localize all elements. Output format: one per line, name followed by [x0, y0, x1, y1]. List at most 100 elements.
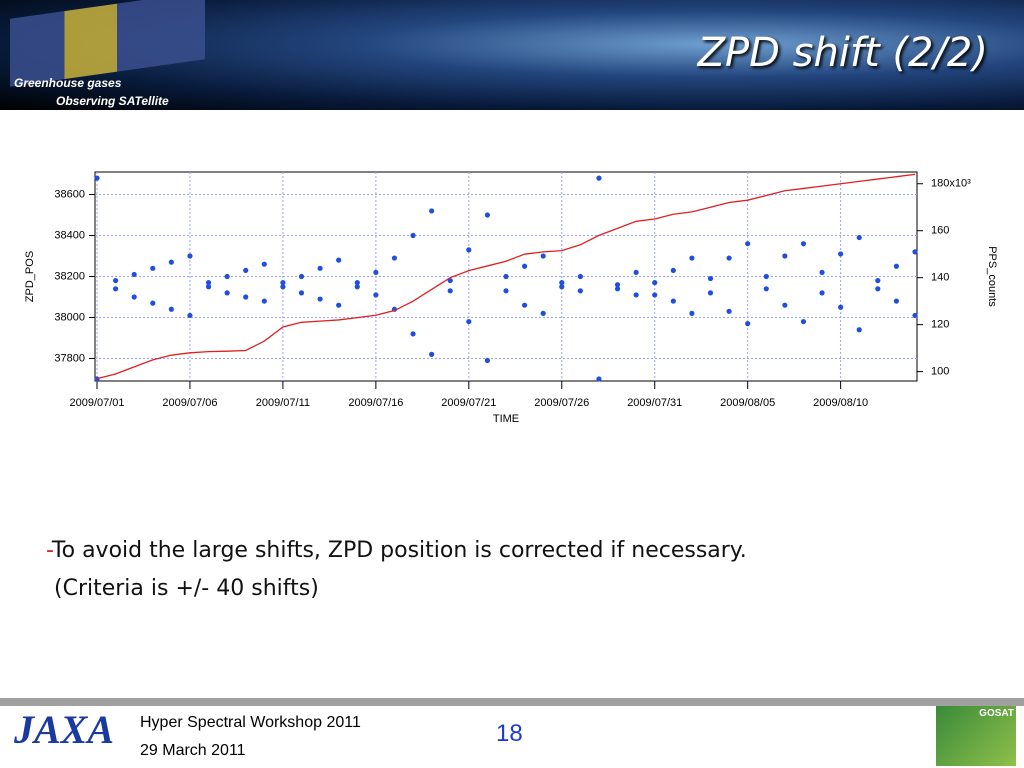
data-point [893, 298, 900, 304]
slide-title: ZPD shift (2/2) [697, 30, 988, 76]
data-point [503, 288, 509, 294]
data-point [540, 310, 546, 316]
text-line: (Criteria is +/- 40 shifts) [54, 576, 319, 601]
data-point [336, 302, 342, 308]
x-tick-label: 2009/07/06 [162, 397, 217, 409]
data-point [94, 376, 100, 382]
data-point [484, 357, 491, 364]
x-axis-label: TIME [493, 413, 519, 425]
data-point [521, 302, 528, 308]
data-point [856, 327, 862, 333]
data-point [354, 284, 360, 290]
bullet: - [46, 538, 52, 563]
data-point [261, 298, 267, 304]
y-axis-label: ZPD_POS [24, 251, 36, 302]
data-point [893, 263, 900, 269]
data-point [577, 288, 583, 294]
data-point [354, 280, 360, 286]
data-point [838, 251, 844, 257]
data-point [187, 312, 193, 319]
data-point [168, 259, 174, 265]
jaxa-logo: JAXA [14, 707, 115, 752]
data-point [298, 273, 305, 280]
data-point [131, 294, 137, 300]
data-point [317, 296, 323, 302]
footer-bar [0, 698, 1024, 706]
data-point [410, 331, 416, 337]
data-point [466, 318, 472, 325]
data-point [875, 286, 881, 292]
data-point [782, 302, 788, 308]
data-point [280, 284, 286, 290]
data-point [652, 292, 658, 298]
x-tick-label: 2009/07/16 [348, 397, 403, 409]
data-point [875, 277, 881, 284]
y2-tick-label: 100 [931, 366, 949, 378]
data-point [205, 280, 212, 286]
data-point [484, 212, 491, 218]
x-tick-label: 2009/08/10 [813, 397, 868, 409]
data-point [782, 253, 788, 259]
data-point [763, 273, 769, 280]
data-point [243, 294, 249, 300]
chart: 2009/07/01 2009/07/06 2009/07/11 2009/07/16… [24, 171, 998, 425]
data-point [224, 273, 230, 280]
data-point [707, 290, 714, 296]
data-point [131, 271, 137, 278]
data-point [540, 253, 546, 259]
x-tick-label: 2009/07/31 [627, 397, 682, 409]
data-line [96, 173, 916, 380]
data-point [633, 269, 639, 276]
text-line: To avoid the large shifts, ZPD position … [51, 538, 747, 563]
data-point [819, 269, 825, 276]
y-tick-label: 37800 [54, 352, 85, 364]
data-point [466, 247, 472, 253]
logo-text: Greenhouse gases [14, 76, 122, 90]
data-point [670, 298, 676, 304]
data-point [559, 284, 565, 290]
data-point [670, 267, 676, 273]
y-tick-label: 38000 [54, 311, 85, 323]
data-point [614, 286, 621, 292]
data-point [280, 280, 286, 286]
data-point [763, 286, 769, 292]
data-point [205, 284, 212, 290]
data-point [410, 232, 416, 239]
data-point [838, 304, 844, 310]
data-point [243, 267, 249, 273]
x-tick-label: 2009/07/11 [256, 397, 310, 409]
footer-text: Hyper Spectral Workshop 2011 [140, 714, 361, 731]
data-point [447, 288, 453, 294]
page-number: 18 [496, 720, 523, 747]
badge-text: GOSAT [979, 708, 1014, 719]
data-point [336, 257, 342, 263]
data-point [912, 312, 918, 319]
x-tick-label: 2009/07/01 [69, 397, 124, 409]
data-point [168, 306, 174, 312]
data-point [596, 376, 602, 382]
data-point [726, 255, 732, 261]
data-point [503, 273, 509, 280]
data-point [707, 275, 714, 282]
data-point [745, 321, 751, 327]
y2-axis-label: PPS_counts [986, 246, 998, 307]
data-point [317, 265, 323, 271]
data-point [373, 269, 379, 276]
footer-text: 29 March 2011 [140, 742, 246, 759]
data-point [447, 277, 453, 284]
y2-tick-label: 160 [931, 225, 949, 237]
data-point [559, 280, 565, 286]
data-point [912, 249, 918, 255]
data-point [800, 241, 807, 247]
data-point [429, 208, 435, 214]
x-tick-label: 2009/07/21 [441, 397, 496, 409]
body-text: -To avoid the large shifts, ZPD position… [46, 532, 747, 608]
data-point [429, 351, 435, 357]
data-point [373, 292, 379, 298]
data-point [819, 290, 825, 296]
data-point [112, 286, 119, 292]
logo-text: Observing SATellite [56, 94, 169, 108]
y-tick-label: 38600 [54, 188, 85, 200]
y2-tick-label: 140 [931, 272, 949, 284]
